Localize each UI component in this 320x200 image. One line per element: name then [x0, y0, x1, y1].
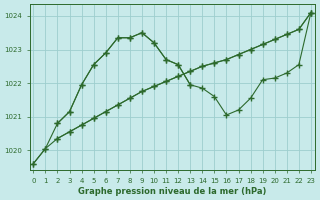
X-axis label: Graphe pression niveau de la mer (hPa): Graphe pression niveau de la mer (hPa) [78, 187, 266, 196]
